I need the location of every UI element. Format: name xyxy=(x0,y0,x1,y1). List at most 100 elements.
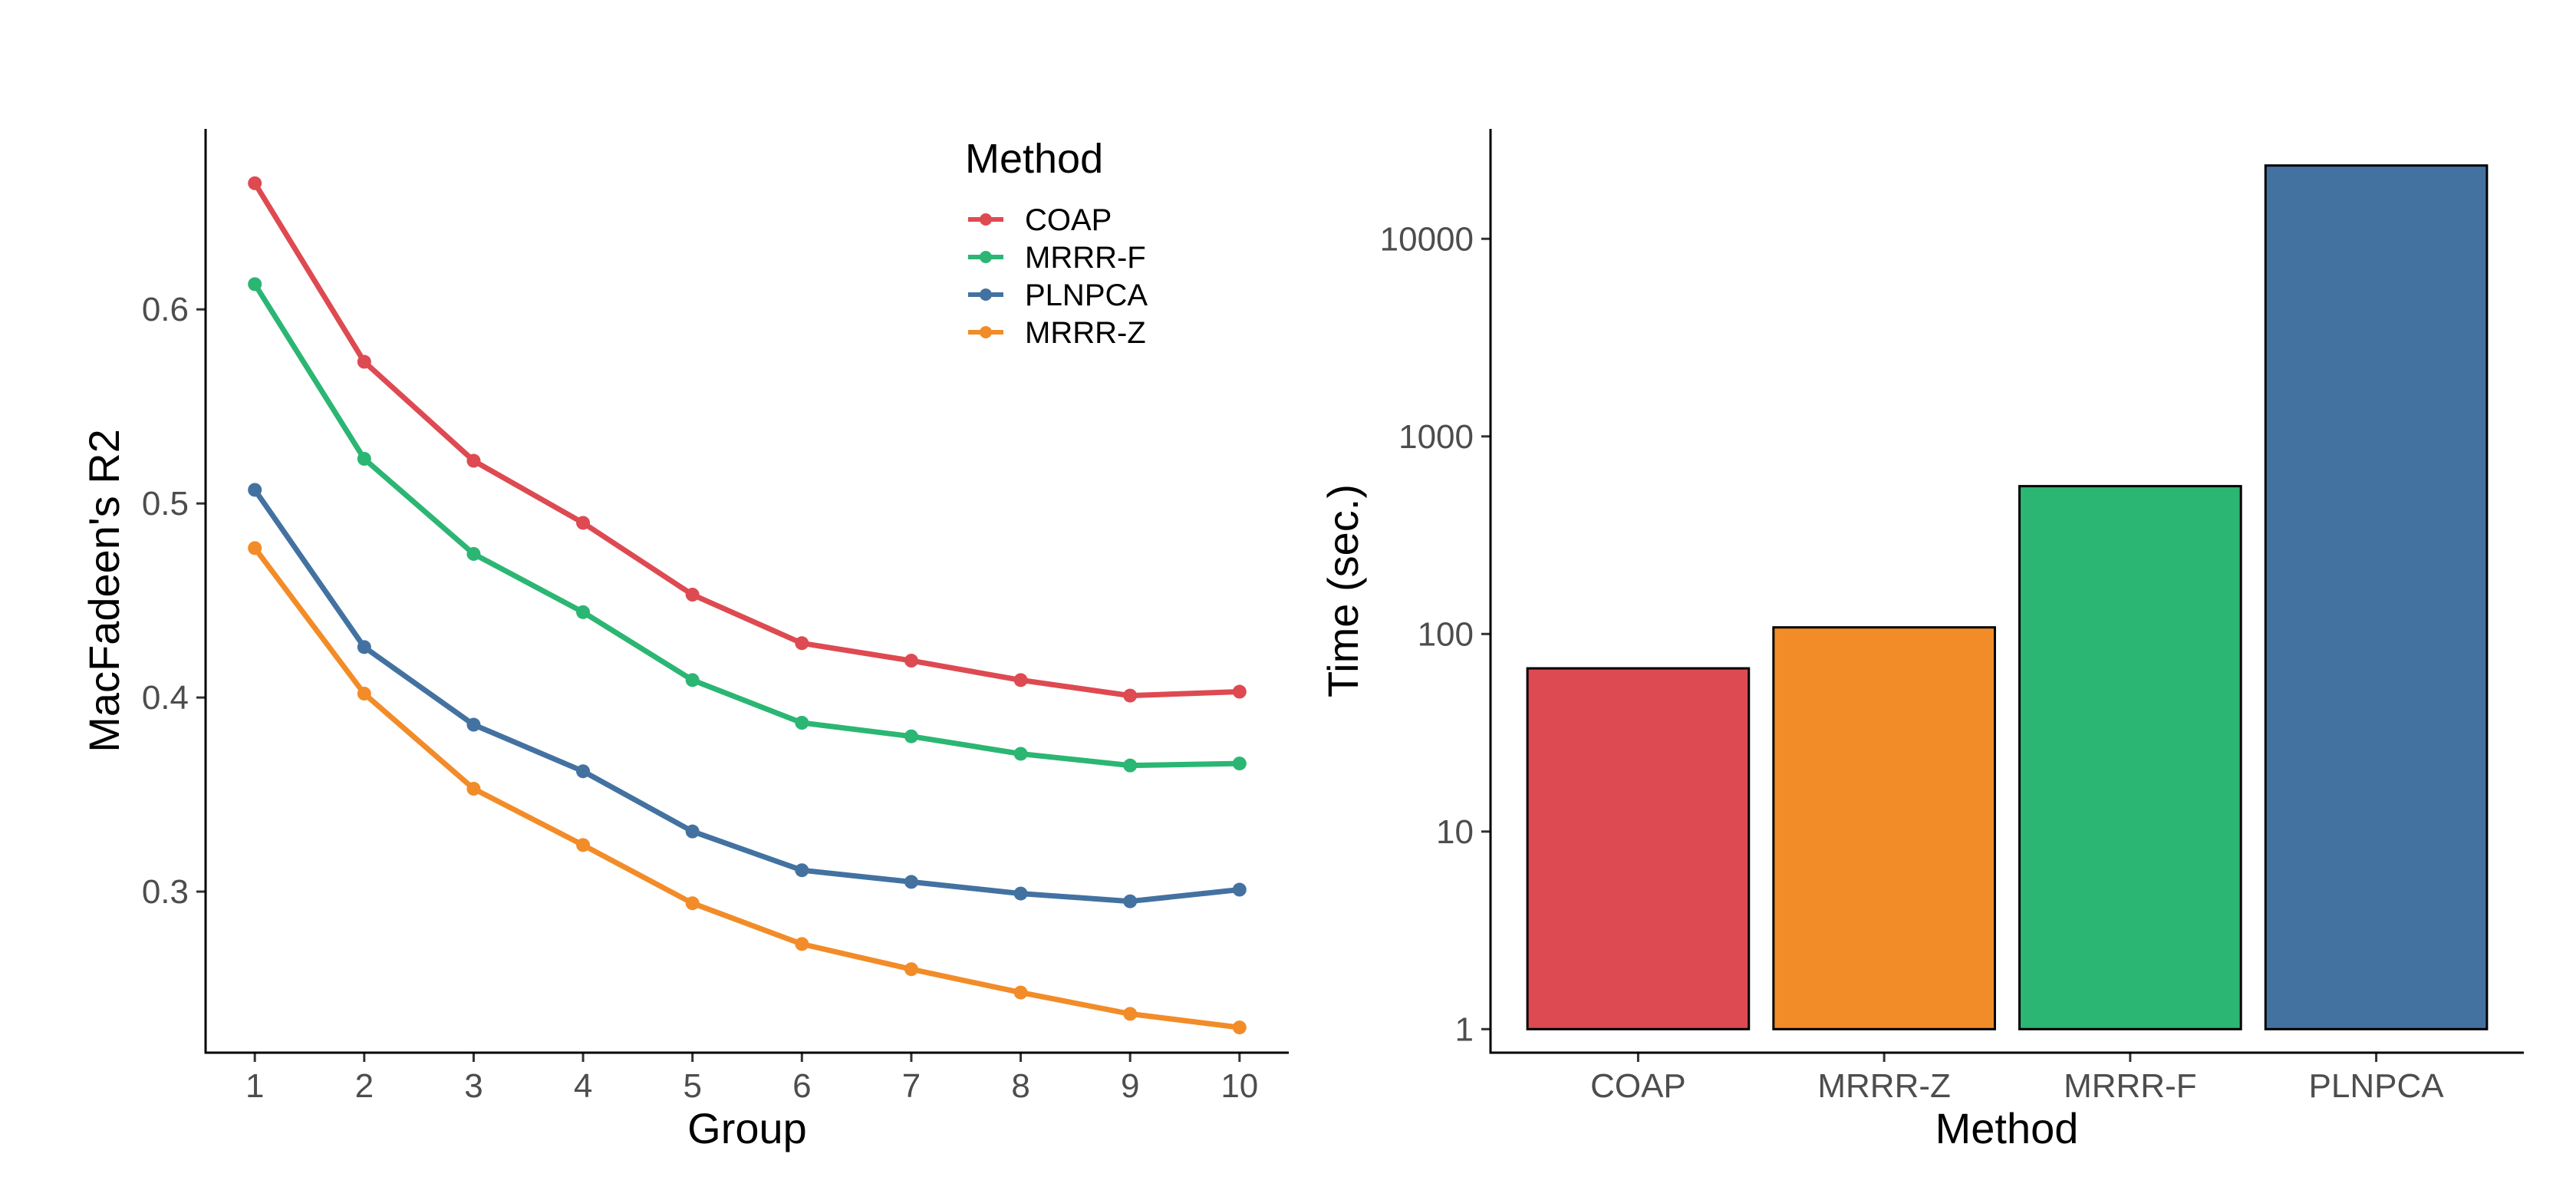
x-tick-label: 3 xyxy=(464,1067,483,1105)
data-point-plnpca-4 xyxy=(576,764,591,779)
data-point-plnpca-3 xyxy=(466,717,481,732)
x-tick-label: 6 xyxy=(792,1067,811,1105)
line-legend: Method COAP MRRR-F PLNPCA MRRR-Z xyxy=(965,136,1148,350)
data-point-mrrr-z-1 xyxy=(248,541,262,555)
data-point-coap-4 xyxy=(576,516,591,530)
data-point-mrrr-z-4 xyxy=(576,838,591,852)
data-point-mrrr-z-5 xyxy=(685,896,700,911)
data-point-mrrr-z-2 xyxy=(357,687,371,701)
legend-entry-plnpca: PLNPCA xyxy=(968,279,1148,312)
line-chart-panel: 0.3 0.4 0.5 0.6 1 2 3 4 5 6 7 8 9 10 Group MacFadeen… xyxy=(80,129,1289,1152)
data-point-plnpca-6 xyxy=(795,863,809,878)
data-point-mrrr-f-6 xyxy=(795,716,809,730)
data-point-plnpca-5 xyxy=(685,824,700,839)
bar-plnpca xyxy=(2264,164,2489,1030)
x-tick-label: 1 xyxy=(245,1067,264,1105)
y-tick-label: 1000 xyxy=(1398,418,1474,456)
legend-key-point xyxy=(980,213,992,226)
x-tick-label: 10 xyxy=(1220,1067,1258,1105)
line-y-axis-title: MacFadeen's R2 xyxy=(80,429,128,753)
legend-label: COAP xyxy=(1025,203,1112,237)
legend-key-point xyxy=(980,326,992,338)
series-line-mrrr-f xyxy=(252,281,1243,769)
data-point-mrrr-z-10 xyxy=(1232,1020,1247,1035)
line-y-ticks: 0.3 0.4 0.5 0.6 xyxy=(142,291,206,911)
x-tick-label: MRRR-F xyxy=(2064,1067,2197,1105)
x-tick-label: 4 xyxy=(574,1067,592,1105)
x-tick-label: 2 xyxy=(355,1067,374,1105)
data-point-plnpca-1 xyxy=(248,483,262,497)
data-point-plnpca-7 xyxy=(904,875,918,889)
y-tick-label: 0.5 xyxy=(142,485,189,523)
bar-coap xyxy=(1526,667,1751,1030)
y-tick-label: 10 xyxy=(1436,813,1474,851)
bar-mrrr-z xyxy=(1772,626,1996,1030)
data-point-mrrr-f-8 xyxy=(1013,747,1028,761)
data-point-coap-2 xyxy=(357,354,371,369)
y-tick-label: 100 xyxy=(1418,615,1474,653)
legend-entry-mrrr-f: MRRR-F xyxy=(968,241,1146,275)
data-point-plnpca-10 xyxy=(1232,882,1247,897)
x-tick-label: 5 xyxy=(683,1067,701,1105)
data-point-mrrr-f-9 xyxy=(1123,758,1138,773)
legend-key-point xyxy=(980,288,992,301)
x-tick-label: 8 xyxy=(1011,1067,1029,1105)
data-point-coap-5 xyxy=(685,588,700,602)
data-point-coap-9 xyxy=(1123,688,1138,703)
bar-y-ticks: 1 10 100 1000 10000 xyxy=(1380,220,1491,1048)
y-tick-label: 0.6 xyxy=(142,291,189,328)
legend-entry-coap: COAP xyxy=(968,203,1112,237)
data-point-mrrr-f-7 xyxy=(904,729,918,743)
bar-mrrr-f xyxy=(2018,485,2242,1030)
line-x-axis-title: Group xyxy=(687,1104,807,1152)
y-tick-label: 0.3 xyxy=(142,873,189,911)
y-tick-label: 0.4 xyxy=(142,679,189,717)
data-point-mrrr-z-6 xyxy=(795,937,809,951)
line-x-ticks: 1 2 3 4 5 6 7 8 9 10 xyxy=(245,1053,1258,1105)
data-point-mrrr-z-7 xyxy=(904,962,918,977)
data-point-coap-8 xyxy=(1013,673,1028,687)
data-point-coap-6 xyxy=(795,636,809,651)
data-point-mrrr-z-9 xyxy=(1123,1007,1138,1021)
series-line-mrrr-z xyxy=(252,545,1243,1030)
line-chart-axes xyxy=(204,129,1289,1054)
y-tick-label: 1 xyxy=(1455,1010,1474,1048)
y-tick-label: 10000 xyxy=(1380,220,1474,258)
line-series-group xyxy=(248,176,1247,1035)
data-point-plnpca-2 xyxy=(357,640,371,654)
data-point-mrrr-f-4 xyxy=(576,605,591,619)
x-tick-label: COAP xyxy=(1590,1067,1686,1105)
x-tick-label: MRRR-Z xyxy=(1817,1067,1951,1105)
data-point-mrrr-f-1 xyxy=(248,277,262,292)
bar-x-axis-title: Method xyxy=(1935,1104,2079,1152)
data-point-plnpca-8 xyxy=(1013,886,1028,901)
bar-chart-panel: 1 10 100 1000 10000 COAP MRRR-Z MRRR-F PLNPCA M… xyxy=(1319,129,2524,1152)
data-point-mrrr-z-8 xyxy=(1013,985,1028,1000)
data-point-mrrr-f-10 xyxy=(1232,757,1247,771)
x-tick-label: PLNPCA xyxy=(2309,1067,2445,1105)
data-point-mrrr-f-2 xyxy=(357,452,371,466)
data-point-coap-1 xyxy=(248,176,262,190)
legend-label: PLNPCA xyxy=(1025,279,1148,312)
data-point-mrrr-z-3 xyxy=(466,782,481,796)
data-point-mrrr-f-3 xyxy=(466,546,481,561)
legend-title: Method xyxy=(965,136,1103,182)
x-tick-label: 7 xyxy=(902,1067,921,1105)
legend-label: MRRR-F xyxy=(1025,241,1146,275)
bar-x-ticks: COAP MRRR-Z MRRR-F PLNPCA xyxy=(1590,1053,2444,1105)
bar-y-axis-title: Time (sec.) xyxy=(1319,484,1367,697)
x-tick-label: 9 xyxy=(1121,1067,1139,1105)
series-line-coap xyxy=(252,180,1243,699)
bar-chart-axes xyxy=(1489,129,2524,1054)
legend-label: MRRR-Z xyxy=(1025,316,1146,350)
data-point-coap-7 xyxy=(904,654,918,668)
data-point-coap-10 xyxy=(1232,684,1247,699)
legend-key-point xyxy=(980,251,992,263)
legend-entries: COAP MRRR-F PLNPCA MRRR-Z xyxy=(968,203,1148,350)
data-point-coap-3 xyxy=(466,453,481,468)
data-point-mrrr-f-5 xyxy=(685,673,700,687)
bar-group xyxy=(1526,164,2489,1030)
series-line-plnpca xyxy=(252,487,1243,905)
legend-entry-mrrr-z: MRRR-Z xyxy=(968,316,1146,350)
